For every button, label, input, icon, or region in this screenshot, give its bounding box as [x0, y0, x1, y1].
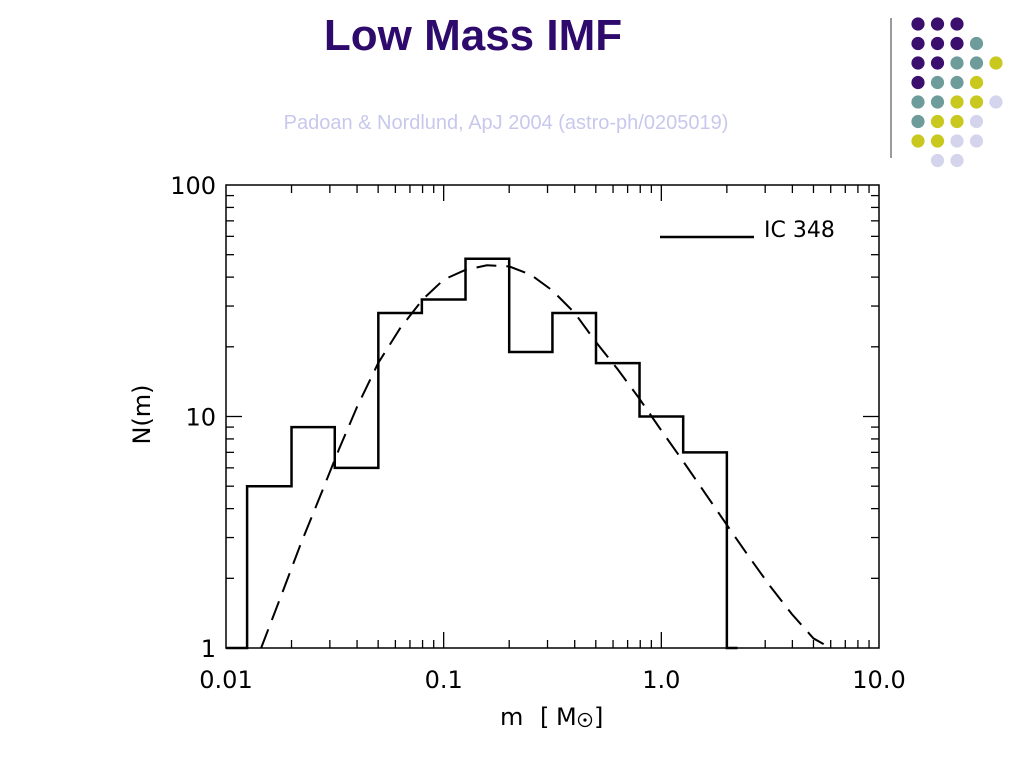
x-axis-label-symbol: m [500, 703, 523, 731]
x-axis-ticks: 0.01 0.1 1.0 10.0 [199, 185, 906, 694]
solar-symbol-dot [583, 718, 587, 722]
slide-subtitle: Padoan & Nordlund, ApJ 2004 (astro-ph/02… [283, 112, 729, 134]
x-tick-label: 0.01 [199, 666, 252, 694]
decorative-dot [969, 95, 984, 109]
y-tick-label: 10 [185, 404, 216, 432]
decorative-dot [969, 36, 984, 51]
decorative-dot [930, 95, 945, 109]
decorative-dot [911, 75, 925, 90]
decorative-dot [950, 153, 964, 168]
decorative-dot [950, 75, 964, 90]
series-ic348-histogram [226, 257, 738, 650]
decorative-dot [911, 17, 925, 31]
decorative-dot [911, 36, 925, 51]
decorative-dot [930, 75, 945, 90]
series-layer [226, 257, 832, 650]
decorative-dot [950, 36, 964, 51]
decorative-dot [989, 95, 1003, 109]
y-tick-label: 1 [201, 635, 216, 663]
x-axis-unit: M [556, 703, 577, 731]
y-tick-label: 100 [170, 172, 216, 200]
decorative-dot [950, 17, 964, 31]
decorative-dot [930, 56, 945, 70]
decorative-dot [950, 114, 964, 129]
y-axis-label: N(m) [128, 384, 156, 444]
decorative-dot [989, 56, 1003, 70]
x-axis-unit-bracket-open: [ [540, 703, 549, 731]
x-axis-label: m [ M ] [500, 703, 603, 731]
series-model-dashed [260, 264, 832, 649]
decorative-dot [911, 95, 925, 109]
decorative-dot [911, 114, 925, 129]
x-tick-label: 10.0 [852, 666, 905, 694]
decorative-dot [950, 56, 964, 70]
legend: IC 348 [660, 218, 835, 243]
decorative-dot [969, 75, 984, 90]
x-axis-unit-bracket-close: ] [594, 703, 603, 731]
decorative-dot [950, 95, 964, 109]
legend-label-ic348: IC 348 [764, 218, 835, 243]
decorative-dot [930, 153, 945, 168]
decorative-dot [930, 134, 945, 148]
x-tick-label: 0.1 [425, 666, 463, 694]
x-tick-label: 1.0 [642, 666, 680, 694]
y-axis-ticks: 1 10 100 [170, 172, 879, 663]
decorative-dot-grid [890, 17, 1003, 168]
decorative-dot [911, 134, 925, 148]
decorative-dot [950, 134, 964, 148]
decorative-dot [969, 114, 984, 129]
decorative-dot [969, 56, 984, 70]
decorative-dot [930, 17, 945, 31]
slide-title: Low Mass IMF [323, 11, 623, 60]
solar-symbol-icon [577, 712, 593, 728]
decorative-dot [930, 114, 945, 129]
decorative-dot [969, 134, 984, 148]
plot-frame [225, 184, 880, 649]
decorative-dot [930, 36, 945, 51]
decorative-dot [911, 56, 925, 70]
